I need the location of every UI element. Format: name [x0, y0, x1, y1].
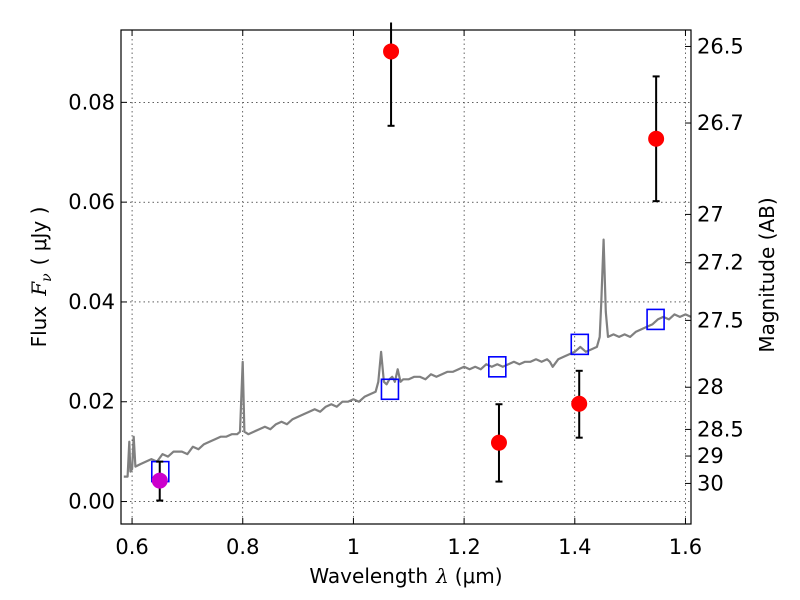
y-tick-label: 0.00 — [68, 490, 115, 514]
x-tick-label: 1 — [347, 535, 360, 559]
y-tick-label: 0.04 — [68, 290, 115, 314]
model-flux-square — [488, 356, 507, 378]
y2-tick-label: 27.5 — [697, 308, 744, 332]
x-tick-label: 1.2 — [447, 535, 480, 559]
x-tick-label: 0.6 — [115, 535, 148, 559]
model-flux-square — [570, 333, 590, 356]
y2-tick-label: 27 — [697, 202, 724, 226]
y2-tick-label: 26.5 — [697, 34, 744, 58]
y2-tick-label: 27.2 — [697, 251, 744, 275]
data-series — [123, 22, 692, 502]
axis-ticks: 0.6 0.8 1 1.2 1.4 1.6 0.00 0.02 0.04 0.06 0.08 26.5… — [68, 30, 744, 559]
model-flux-square — [380, 378, 400, 401]
y-tick-label: 0.08 — [68, 90, 115, 114]
y2-tick-label: 29 — [697, 444, 724, 468]
grid — [121, 30, 691, 524]
observed-flux-point — [383, 43, 400, 60]
y-axis-label: FluxFν( μJy ) — [27, 207, 55, 348]
observed-flux-point — [571, 395, 588, 412]
observed-flux-point — [648, 130, 665, 147]
x-tick-label: 1.6 — [669, 535, 702, 559]
y2-tick-label: 26.7 — [697, 111, 744, 135]
spectrum-line — [123, 238, 692, 478]
y-tick-label: 0.06 — [68, 190, 115, 214]
x-tick-label: 1.4 — [558, 535, 591, 559]
x-tick-label: 0.8 — [226, 535, 259, 559]
observed-flux-point — [490, 434, 507, 451]
y2-axis-label: Magnitude (AB) — [755, 197, 779, 352]
plot-frame — [120, 29, 692, 525]
y2-tick-label: 28.5 — [697, 417, 744, 441]
y2-tick-label: 28 — [697, 375, 724, 399]
y2-tick-label: 30 — [697, 471, 724, 495]
observed-flux-point — [151, 472, 168, 489]
y-tick-label: 0.02 — [68, 390, 115, 414]
model-flux-square — [646, 308, 665, 331]
x-axis-label: Wavelength λ (μm) — [309, 564, 502, 588]
